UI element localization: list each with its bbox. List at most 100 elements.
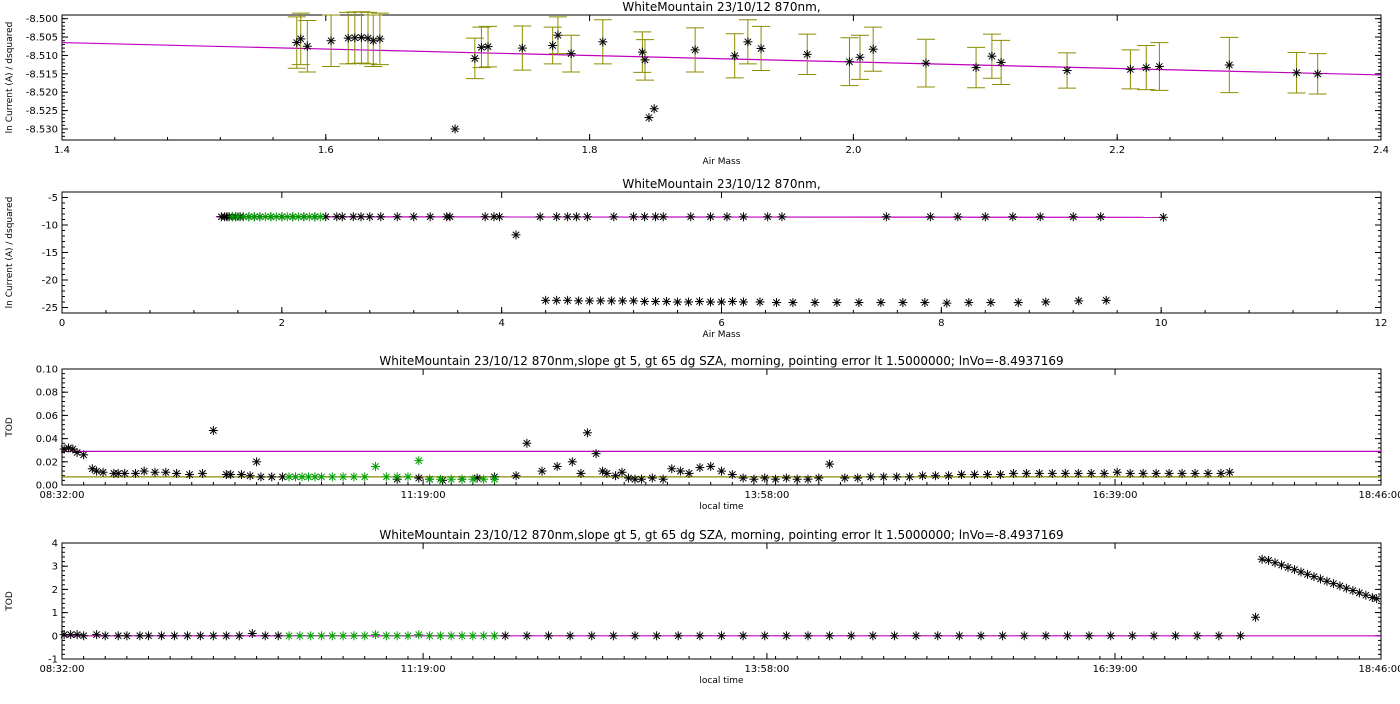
data-point [480,212,490,222]
data-point [446,474,456,484]
data-point [233,212,243,222]
y-axis-label: TOD [5,591,15,612]
data-point [933,631,943,641]
data-point [1192,631,1202,641]
x-tick-label: 18:46:00 [1359,664,1400,675]
data-point [695,463,705,473]
data-point [969,470,979,480]
y-tick-label: -1 [48,655,58,666]
data-point [365,212,375,222]
data-point [1372,594,1382,604]
y-axis-label: ln Current (A) / dsquared [5,22,15,134]
data-point [1292,68,1302,78]
x-tick-label: 4 [498,318,504,329]
data-point [338,631,348,641]
data-point [855,52,865,62]
plot-frame [61,191,1382,314]
chart-title: WhiteMountain 23/10/12 870nm, [622,0,820,14]
data-point [667,464,677,474]
data-point [381,472,391,482]
data-point [640,212,650,222]
data-point [100,631,110,641]
x-tick-label: 1.8 [582,145,598,156]
data-point [293,212,303,222]
data-point [743,37,753,47]
data-point [483,42,493,52]
x-tick-label: 0 [59,318,65,329]
data-point [637,47,647,57]
data-point [781,631,791,641]
x-tick-label: 2.0 [845,145,861,156]
data-point [1041,631,1051,641]
x-axis-label: Air Mass [703,157,741,167]
x-tick-label: 1.4 [54,145,70,156]
data-point [755,297,765,307]
data-point [1154,61,1164,71]
data-point [853,473,863,483]
plot-frame [61,368,1382,486]
data-point [337,212,347,222]
data-point [825,631,835,641]
data-point [1138,468,1148,478]
data-point [953,212,963,222]
y-tick-label: -8.520 [26,88,58,99]
data-point [517,43,527,53]
x-tick-label: 8 [938,318,944,329]
data-point [781,473,791,483]
data-point [1047,468,1057,478]
data-point [1171,631,1181,641]
x-tick-label: 12 [1375,318,1388,329]
data-point [1361,590,1371,600]
data-point [1101,295,1111,305]
data-point [544,631,554,641]
data-point [553,30,563,40]
data-point [376,212,386,222]
data-point [771,298,781,308]
data-point [684,297,694,307]
data-point [185,470,195,480]
chart-title: WhiteMountain 23/10/12 870nm,slope gt 5,… [379,528,1063,542]
data-point [582,428,592,438]
data-point [980,212,990,222]
data-point [944,471,954,481]
data-point [1086,468,1096,478]
data-point [738,297,748,307]
data-point [996,57,1006,67]
data-point [1235,631,1245,641]
data-point [1341,583,1351,593]
data-point [450,124,460,134]
data-point [1099,468,1109,478]
y-tick-label: -8.525 [26,106,58,117]
y-tick-label: -8.505 [26,33,58,44]
data-point [1203,468,1213,478]
data-point [630,631,640,641]
data-point [511,230,521,240]
x-tick-label: 2 [279,318,285,329]
data-point [810,298,820,308]
data-point [113,631,123,641]
data-point [565,631,575,641]
data-point [98,467,108,477]
data-point [920,298,930,308]
data-point [738,631,748,641]
x-axis-label: local time [699,502,744,512]
data-point [651,296,661,306]
data-point [403,631,413,641]
data-point [1008,468,1018,478]
data-point [302,41,312,51]
data-point [360,472,370,482]
data-point [717,297,726,307]
data-point [226,470,236,480]
data-point [964,298,974,308]
data-point [349,631,359,641]
data-point [563,212,573,222]
data-point [182,631,192,641]
data-point [695,631,705,641]
data-point [371,630,381,640]
data-point [618,296,628,306]
data-point [998,631,1008,641]
data-point [986,298,996,308]
data-point [921,58,931,68]
data-point [1008,212,1018,222]
data-point [143,631,153,641]
